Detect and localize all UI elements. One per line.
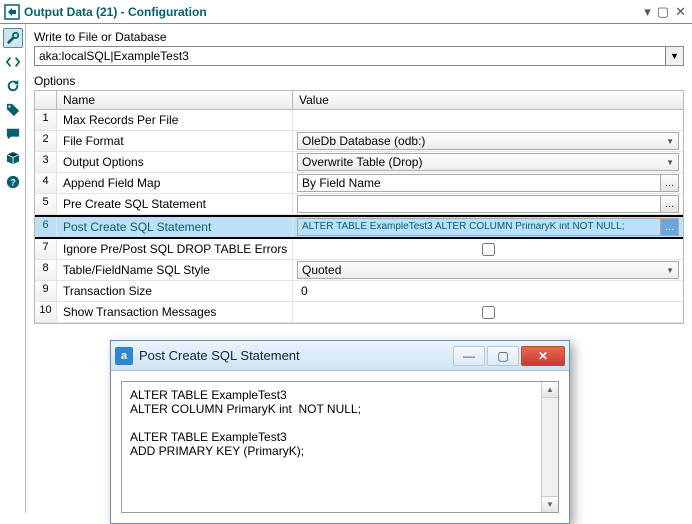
row-value-cell (293, 302, 683, 322)
column-header-value: Value (293, 91, 683, 109)
value-dropdown[interactable]: OleDb Database (odb:) (297, 132, 679, 150)
options-row[interactable]: 3Output OptionsOverwrite Table (Drop) (35, 152, 683, 173)
options-row[interactable]: 8Table/FieldName SQL StyleQuoted (35, 260, 683, 281)
row-number: 7 (35, 239, 57, 259)
row-name: File Format (57, 131, 293, 151)
window-controls: ▾ ▢ ✕ (644, 5, 686, 18)
dialog-close-button[interactable]: ✕ (521, 346, 565, 366)
options-section-label: Options (34, 74, 684, 88)
options-grid: Name Value 1Max Records Per File2File Fo… (34, 90, 684, 324)
connection-section-label: Write to File or Database (34, 30, 684, 44)
value-text-with-ellipsis: ALTER TABLE ExampleTest3 ALTER COLUMN Pr… (297, 218, 679, 236)
sql-editor-dialog: a Post Create SQL Statement — ▢ ✕ ▲ ▼ (110, 340, 570, 524)
tool-package-icon[interactable] (3, 148, 23, 168)
pin-icon[interactable]: ▢ (657, 5, 669, 18)
row-name: Output Options (57, 152, 293, 172)
row-number: 10 (35, 302, 57, 322)
dialog-minimize-button[interactable]: — (453, 346, 485, 366)
options-row[interactable]: 7Ignore Pre/Post SQL DROP TABLE Errors (35, 239, 683, 260)
value-checkbox[interactable] (482, 306, 495, 319)
svg-text:?: ? (10, 178, 15, 188)
row-number: 6 (35, 217, 57, 237)
close-icon[interactable]: ✕ (675, 5, 686, 18)
value-dropdown[interactable]: Quoted (297, 261, 679, 279)
tool-tag-icon[interactable] (3, 100, 23, 120)
row-number: 9 (35, 281, 57, 301)
textarea-scrollbar[interactable]: ▲ ▼ (541, 382, 558, 512)
row-value-cell: OleDb Database (odb:) (293, 131, 683, 151)
row-number: 1 (35, 110, 57, 130)
tool-wrench-icon[interactable] (3, 28, 23, 48)
column-header-name: Name (57, 91, 293, 109)
row-number: 5 (35, 194, 57, 214)
options-row[interactable]: 10Show Transaction Messages (35, 302, 683, 323)
row-value-cell: By Field Name… (293, 173, 683, 193)
row-name: Pre Create SQL Statement (57, 194, 293, 214)
value-text-with-ellipsis: By Field Name… (297, 174, 679, 192)
options-row[interactable]: 9Transaction Size 0 (35, 281, 683, 302)
row-name: Table/FieldName SQL Style (57, 260, 293, 280)
value-text[interactable]: ALTER TABLE ExampleTest3 ALTER COLUMN Pr… (298, 222, 660, 232)
ellipsis-button[interactable]: … (660, 175, 678, 191)
row-number: 3 (35, 152, 57, 172)
value-checkbox[interactable] (482, 243, 495, 256)
connection-dropdown-button[interactable]: ▼ (666, 46, 684, 66)
connection-input[interactable] (34, 46, 666, 66)
row-number: 4 (35, 173, 57, 193)
tool-code-icon[interactable] (3, 52, 23, 72)
row-value-cell (293, 239, 683, 259)
left-tool-strip: ? (0, 24, 26, 513)
dialog-title-bar[interactable]: a Post Create SQL Statement — ▢ ✕ (111, 341, 569, 371)
dropdown-icon[interactable]: ▾ (644, 5, 651, 18)
row-number: 8 (35, 260, 57, 280)
row-value-cell: ALTER TABLE ExampleTest3 ALTER COLUMN Pr… (293, 217, 683, 237)
value-text[interactable]: 0 (297, 284, 312, 298)
value-dropdown[interactable]: Overwrite Table (Drop) (297, 153, 679, 171)
dialog-app-icon: a (115, 347, 133, 365)
options-row[interactable]: 1Max Records Per File (35, 110, 683, 131)
dialog-title: Post Create SQL Statement (139, 348, 453, 363)
options-row[interactable]: 5Pre Create SQL Statement … (35, 194, 683, 215)
row-name: Ignore Pre/Post SQL DROP TABLE Errors (57, 239, 293, 259)
row-name: Transaction Size (57, 281, 293, 301)
ellipsis-button[interactable]: … (660, 219, 678, 235)
ellipsis-button[interactable]: … (660, 196, 678, 212)
value-text-with-ellipsis: … (297, 195, 679, 213)
row-name: Append Field Map (57, 173, 293, 193)
row-name: Max Records Per File (57, 110, 293, 130)
tool-comment-icon[interactable] (3, 124, 23, 144)
row-value-cell: Overwrite Table (Drop) (293, 152, 683, 172)
row-value-cell: 0 (293, 281, 683, 301)
options-row[interactable]: 4Append Field MapBy Field Name… (35, 173, 683, 194)
tool-refresh-icon[interactable] (3, 76, 23, 96)
options-grid-header: Name Value (35, 91, 683, 110)
tool-help-icon[interactable]: ? (3, 172, 23, 192)
window-title-bar: Output Data (21) - Configuration ▾ ▢ ✕ (0, 0, 692, 24)
row-value-cell: Quoted (293, 260, 683, 280)
value-text[interactable]: By Field Name (298, 176, 660, 190)
row-value-cell: … (293, 194, 683, 214)
scroll-down-icon[interactable]: ▼ (542, 496, 558, 512)
dialog-maximize-button[interactable]: ▢ (487, 346, 519, 366)
sql-textarea[interactable] (122, 382, 541, 512)
row-number: 2 (35, 131, 57, 151)
options-row[interactable]: 2File FormatOleDb Database (odb:) (35, 131, 683, 152)
output-data-icon (4, 4, 20, 20)
row-value-cell (293, 110, 683, 130)
scroll-up-icon[interactable]: ▲ (542, 382, 558, 398)
row-name: Show Transaction Messages (57, 302, 293, 322)
options-row[interactable]: 6Post Create SQL Statement ALTER TABLE Ex… (35, 215, 683, 239)
window-title: Output Data (21) - Configuration (24, 5, 644, 19)
row-name: Post Create SQL Statement (57, 217, 293, 237)
